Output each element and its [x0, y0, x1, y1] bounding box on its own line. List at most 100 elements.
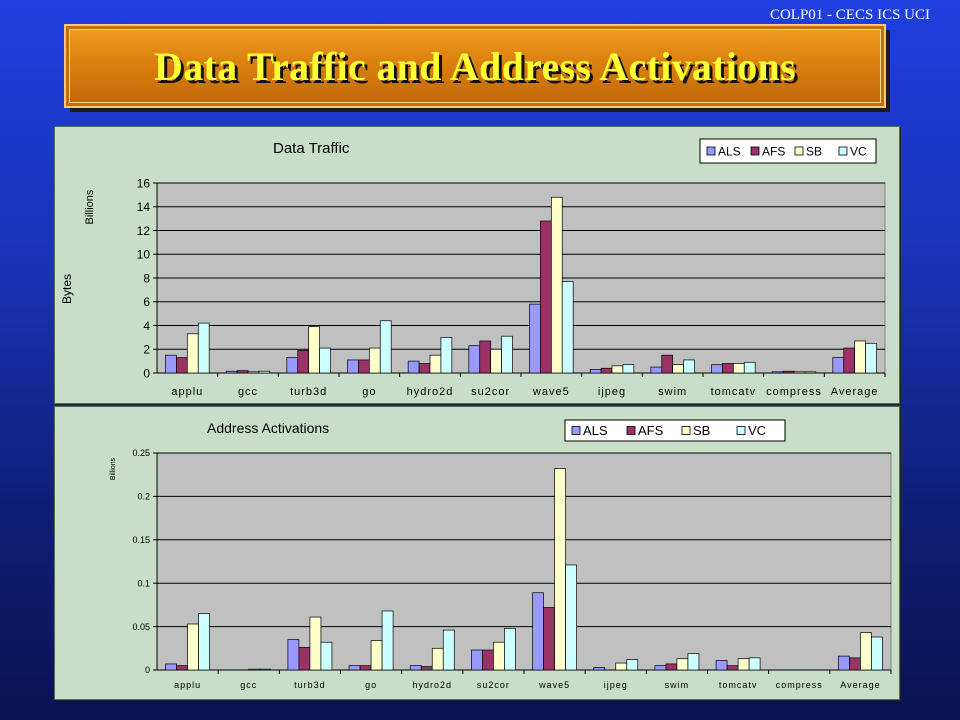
x-tick-label: applu [171, 386, 203, 398]
x-tick-label: compress [776, 680, 823, 690]
y-tick-label: 0.25 [132, 448, 150, 458]
bar-vc [440, 337, 453, 374]
bar-sb [186, 333, 199, 374]
bar-sb [490, 348, 502, 374]
x-tick-label: wave5 [538, 680, 570, 690]
y-tick-label: 8 [143, 271, 150, 285]
bar-sb [672, 364, 684, 374]
bar-vc [501, 335, 513, 374]
bar-sb [308, 326, 320, 374]
x-tick-label: go [362, 386, 376, 398]
x-tick-label: tomcatv [711, 386, 757, 398]
y-tick-label: 0.1 [137, 578, 150, 588]
legend-label-sb: SB [806, 144, 822, 158]
bar-als [225, 370, 238, 374]
header-tag: COLP01 - CECS ICS UCI [769, 7, 930, 23]
bar-als [589, 369, 602, 374]
legend-swatch-sb [681, 426, 691, 435]
y-axis-label: Bytes [60, 274, 74, 304]
bar-sb [732, 363, 745, 374]
bar-afs [479, 340, 492, 374]
bar-vc [804, 371, 817, 374]
bar-vc [865, 342, 877, 374]
bar-afs [722, 363, 734, 374]
y-tick-label: 16 [137, 176, 151, 190]
x-tick-label: gcc [238, 386, 258, 398]
bar-sb [860, 632, 872, 671]
bar-sb [676, 658, 689, 671]
bar-afs [418, 363, 431, 374]
x-tick-label: compress [766, 386, 822, 398]
bar-sb [793, 371, 806, 374]
bar-sb [737, 658, 750, 671]
bar-sb [615, 662, 628, 671]
legend-label-als: ALS [718, 144, 741, 158]
bar-vc [320, 641, 333, 671]
y-tick-label: 0 [143, 366, 150, 380]
bar-afs [482, 649, 494, 671]
legend-label-als: ALS [583, 423, 608, 438]
legend-swatch-vc [838, 146, 848, 156]
bar-sb [370, 640, 383, 671]
bar-vc [197, 322, 210, 374]
legend-label-vc: VC [748, 423, 766, 438]
bar-afs [540, 220, 552, 374]
address-activations-chart: Address Activations ALS AFS SB VC 0 0.05 0.1 0.1… [54, 406, 900, 700]
bar-afs [843, 347, 856, 374]
bar-afs [236, 370, 249, 374]
title-banner: Data Traffic and Address Activations [64, 24, 886, 108]
chart-title: Data Traffic [273, 140, 350, 157]
bar-als [468, 345, 481, 374]
y-tick-label: 2 [143, 343, 150, 357]
bar-afs [358, 359, 370, 374]
x-tick-label: su2cor [471, 386, 510, 398]
bar-als [711, 364, 723, 374]
bar-als [654, 665, 667, 671]
bar-sb [429, 354, 442, 374]
legend-label-afs: AFS [762, 144, 785, 158]
bar-afs [359, 665, 372, 671]
bar-vc [622, 364, 635, 374]
bar-afs [665, 663, 678, 671]
legend-swatch-vc [736, 426, 746, 435]
x-tick-label: wave5 [532, 386, 570, 398]
bar-als [532, 592, 544, 671]
bar-vc [565, 564, 577, 671]
bar-sb [854, 340, 866, 374]
bar-sb [247, 371, 260, 374]
legend-swatch-afs [750, 146, 760, 156]
bar-als [286, 357, 299, 374]
y-tick-label: 4 [143, 319, 150, 333]
y-tick-label: 10 [137, 248, 151, 262]
bar-sb [550, 196, 563, 374]
bar-als [838, 655, 850, 671]
bar-afs [298, 647, 311, 671]
legend-box [564, 419, 786, 442]
x-tick-label: swim [665, 680, 690, 690]
legend-label-sb: SB [693, 423, 710, 438]
legend-label-vc: VC [850, 144, 867, 158]
bar-sb [187, 623, 199, 671]
legend-label-afs: AFS [638, 423, 664, 438]
bar-vc [259, 668, 272, 671]
bar-vc [258, 370, 271, 374]
bar-als [407, 360, 420, 374]
chart-title: Address Activations [207, 420, 329, 436]
bar-sb [611, 365, 624, 374]
bar-sb [554, 468, 566, 671]
bar-vc [198, 613, 210, 671]
bar-als [287, 639, 300, 671]
bar-afs [420, 666, 433, 671]
x-tick-label: swim [658, 386, 687, 398]
y-unit-label: Billions [84, 189, 96, 224]
bar-als [165, 663, 177, 671]
y-tick-label: 6 [143, 295, 150, 309]
y-unit-label: Billions [110, 457, 117, 480]
y-tick-label: 0 [145, 665, 150, 675]
bar-afs [297, 350, 310, 374]
bar-vc [626, 659, 639, 671]
legend-swatch-als [706, 146, 716, 156]
x-tick-label: ijpeg [598, 386, 626, 398]
bar-vc [504, 627, 516, 671]
bar-afs [543, 607, 555, 671]
